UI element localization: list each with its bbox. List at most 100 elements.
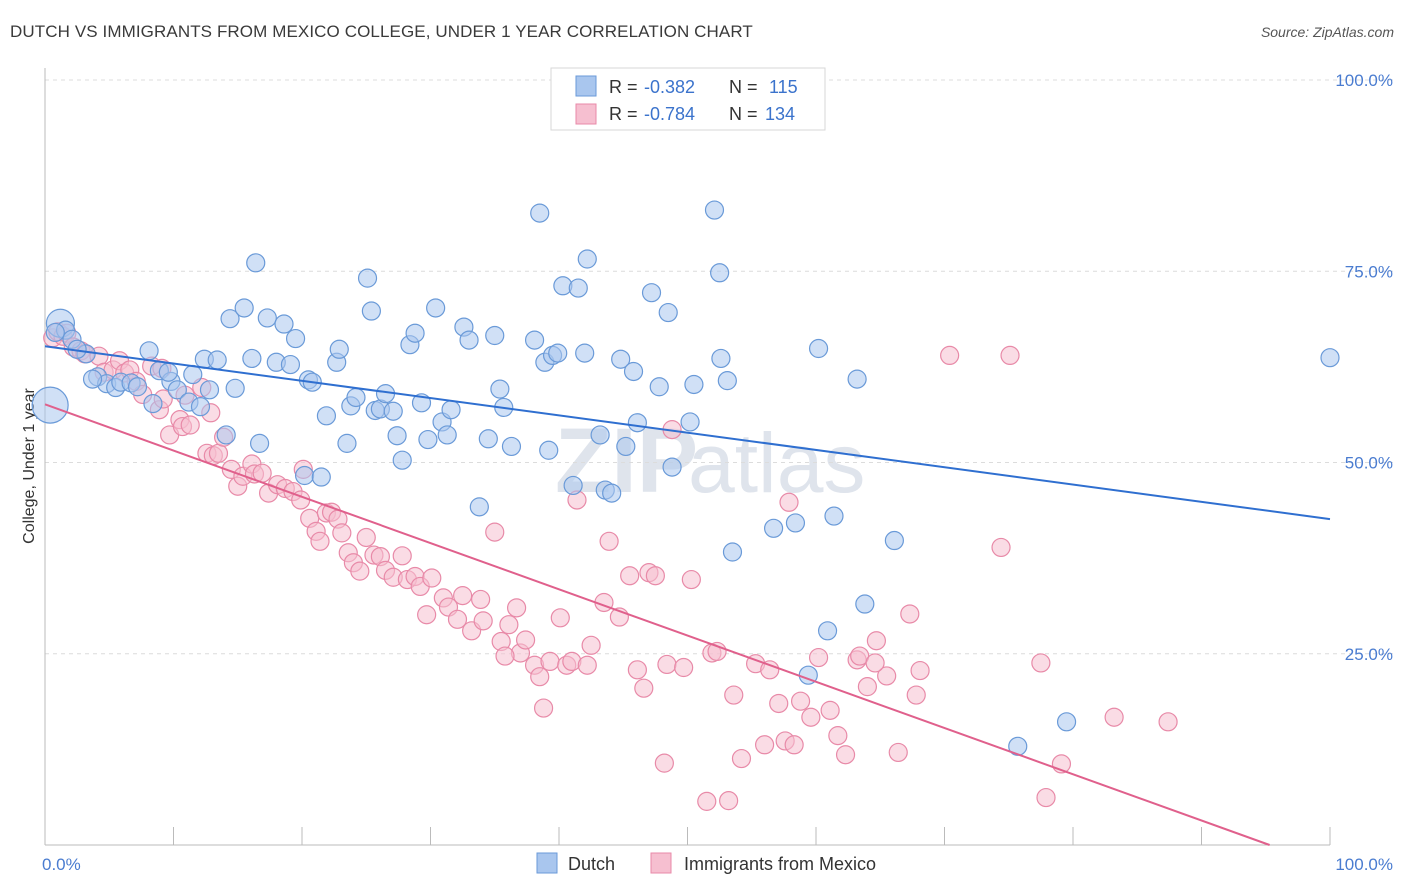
dutch-point [337, 433, 357, 453]
mexico-point [627, 660, 647, 680]
dutch-point [361, 301, 381, 321]
dutch-point [524, 330, 545, 350]
mexico-point [697, 791, 717, 811]
mexico-point [499, 615, 519, 635]
mexico-point [888, 742, 908, 763]
dutch-point [346, 387, 366, 408]
dutch-point [711, 348, 731, 369]
dutch-point [257, 308, 277, 328]
dutch-point [190, 397, 211, 417]
mexico-point [906, 685, 926, 705]
mexico-point [180, 415, 200, 435]
dutch-point [82, 369, 103, 389]
bottom-legend-dutch: Dutch [568, 854, 615, 874]
dutch-point [246, 253, 266, 273]
legend-n-value-mexico: 134 [765, 104, 795, 124]
dutch-point [242, 348, 262, 369]
dutch-point [441, 400, 461, 420]
dutch-point [383, 401, 403, 421]
mexico-trend-line [44, 403, 1270, 846]
mexico-point [350, 561, 370, 581]
legend-n-label-mexico: N = [729, 104, 758, 124]
mexico-point [1104, 707, 1124, 727]
dutch-point [548, 343, 568, 363]
dutch-point [357, 268, 378, 288]
chart-title: DUTCH VS IMMIGRANTS FROM MEXICO COLLEGE,… [10, 22, 753, 41]
dutch-point [392, 450, 412, 470]
dutch-point [684, 374, 704, 395]
mexico-point [208, 443, 229, 463]
mexico-point [769, 693, 789, 714]
dutch-point [316, 406, 337, 426]
trend-lines [44, 345, 1331, 846]
dutch-point [274, 314, 294, 334]
bottom-legend-mexico: Immigrants from Mexico [684, 854, 876, 874]
dutch-point [234, 298, 254, 318]
mexico-point [471, 589, 491, 610]
mexico-point [654, 753, 674, 773]
dutch-point [577, 249, 597, 269]
dutch-point [311, 467, 331, 487]
mexico-point [550, 608, 570, 628]
mexico-point [760, 660, 780, 680]
legend-r-value-mexico: -0.784 [644, 104, 695, 124]
dutch-point [704, 200, 725, 220]
mexico-point [473, 611, 493, 631]
dutch-point [1056, 712, 1077, 732]
legend-swatch-dutch [575, 75, 597, 97]
bottom-legend-swatch-dutch [536, 852, 558, 874]
mexico-point [645, 566, 665, 586]
legend-bottom: Dutch Immigrants from Mexico [536, 852, 876, 874]
mexico-point [790, 691, 811, 711]
dutch-point [280, 354, 301, 375]
dutch-point [641, 283, 662, 303]
dutch-point [623, 361, 644, 382]
dutch-point [183, 364, 203, 385]
mexico-point [731, 748, 752, 769]
mexico-point [453, 586, 473, 606]
dutch-point [31, 386, 69, 424]
mexico-point [754, 735, 775, 755]
axes [44, 68, 1331, 846]
dutch-point [143, 393, 163, 414]
mexico-point [657, 654, 677, 675]
y-tick-label: 75.0% [1345, 262, 1393, 281]
mexico-point [506, 598, 527, 618]
mexico-point [1031, 653, 1051, 673]
dutch-point [207, 350, 227, 370]
dutch-trend-line [44, 345, 1331, 521]
dutch-point [611, 349, 631, 369]
mexico-point [857, 677, 878, 697]
dutch-point [627, 413, 647, 433]
dutch-point [387, 426, 407, 446]
dutch-point [649, 377, 669, 397]
dutch-point [539, 440, 559, 460]
dutch-point [139, 341, 159, 361]
mexico-point [828, 726, 848, 746]
mexico-point [779, 492, 799, 512]
dutch-point [710, 263, 730, 283]
dutch-point [501, 436, 522, 457]
dutch-point [127, 377, 148, 397]
dutch-point [199, 380, 220, 400]
mexico-point [392, 546, 412, 566]
mexico-point [724, 685, 744, 705]
mexico-point [681, 569, 701, 590]
mexico-point [515, 630, 536, 650]
dutch-point [590, 425, 610, 445]
legend-top: R = -0.382 N = 115 R = -0.784 N = 134 [550, 67, 826, 131]
dutch-point [225, 378, 245, 398]
mexico-point [422, 568, 442, 588]
dutch-point [490, 379, 510, 399]
mexico-points [43, 322, 1178, 811]
dutch-point [722, 542, 743, 562]
mexico-point [900, 604, 920, 624]
dutch-point [469, 497, 489, 517]
mexico-point [581, 635, 601, 655]
dutch-point [329, 339, 349, 359]
mexico-point [835, 745, 856, 765]
mexico-point [674, 657, 694, 678]
dutch-point [220, 309, 240, 329]
y-tick-label: 50.0% [1345, 454, 1393, 473]
dutch-point [405, 323, 425, 343]
